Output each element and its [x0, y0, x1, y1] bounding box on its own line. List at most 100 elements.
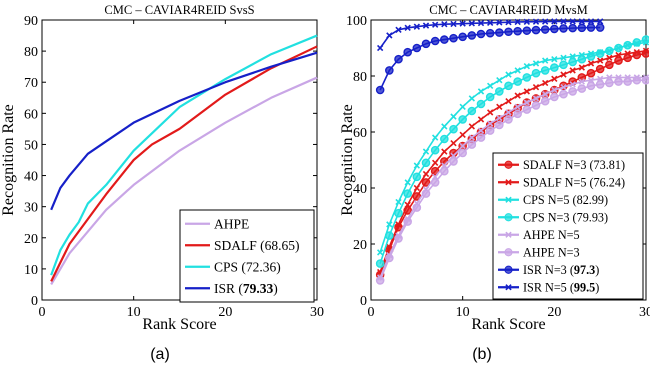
data-point — [568, 57, 577, 67]
legend-label-name: SDALF N=5 (76.24) — [523, 176, 625, 190]
data-point — [487, 19, 494, 26]
legend-label: AHPE N=3 — [523, 246, 580, 260]
data-point — [403, 47, 412, 57]
data-point — [587, 18, 595, 25]
data-point — [550, 63, 559, 72]
series-isr-n-5 — [377, 18, 604, 52]
data-point — [496, 77, 503, 84]
legend-label-close: ) — [273, 281, 278, 296]
x-tick-label: 10 — [127, 305, 141, 320]
legend-label-name: ISR N=3 ( — [523, 263, 574, 277]
data-point — [394, 208, 403, 218]
data-point — [487, 109, 494, 116]
legend: AHPE SDALF (68.65) CPS (72.36) ISR (79.33) — [179, 209, 315, 303]
data-point — [542, 79, 549, 87]
y-tick-label: 30 — [24, 201, 38, 216]
data-point — [632, 75, 642, 85]
legend: SDALF N=3 (73.81) SDALF N=5 (76.24) CPS N=… — [492, 152, 644, 300]
data-point — [615, 51, 622, 59]
data-point — [375, 259, 385, 268]
legend-label: SDALF (68.65) — [214, 238, 300, 253]
data-point — [595, 80, 605, 89]
data-point — [505, 19, 512, 26]
legend-label-name: CPS (72.36) — [214, 260, 281, 275]
legend-box — [179, 209, 315, 303]
legend-label-value: 99.5 — [574, 281, 595, 295]
data-point — [597, 18, 604, 25]
x-tick-label: 0 — [368, 305, 375, 320]
data-point — [569, 67, 576, 74]
data-point — [505, 71, 512, 78]
legend-marker — [504, 248, 513, 257]
y-axis-label: Recognition Rate — [339, 104, 356, 216]
x-tick-label: 0 — [39, 305, 46, 320]
data-point — [542, 57, 549, 64]
y-tick-label: 60 — [24, 107, 38, 122]
data-point — [522, 73, 532, 82]
data-point — [412, 203, 422, 212]
data-point — [614, 77, 623, 86]
data-point — [551, 56, 558, 63]
data-point — [375, 276, 385, 285]
data-point — [551, 86, 558, 94]
data-point — [578, 18, 585, 25]
data-point — [513, 26, 522, 36]
data-point — [632, 38, 642, 47]
legend-label: CPS (72.36) — [214, 260, 281, 275]
data-point — [467, 140, 477, 149]
legend-label-close: ) — [595, 281, 599, 295]
data-point — [403, 217, 412, 226]
legend-item: AHPE N=3 — [498, 246, 580, 260]
data-point — [578, 78, 585, 85]
data-point — [450, 113, 457, 120]
legend-label-name: ISR ( — [214, 281, 243, 296]
y-axis-label: Recognition Rate — [0, 104, 17, 216]
data-point — [412, 43, 422, 53]
y-ticks: 0 20 40 60 80 100 — [346, 14, 646, 309]
data-point — [559, 89, 568, 99]
data-point — [421, 178, 431, 187]
data-point — [542, 18, 549, 25]
data-point — [459, 20, 466, 27]
data-point — [375, 85, 385, 95]
data-point — [458, 148, 467, 158]
data-point — [551, 18, 558, 25]
data-point — [432, 159, 439, 166]
data-point — [532, 60, 540, 67]
data-point — [459, 131, 466, 138]
data-point — [568, 23, 577, 33]
data-point — [377, 249, 384, 256]
data-point — [385, 66, 394, 75]
y-tick-label: 0 — [360, 294, 367, 309]
data-point — [523, 63, 530, 70]
data-point — [559, 60, 568, 70]
data-point — [468, 134, 475, 141]
legend-item: AHPE — [185, 217, 249, 232]
data-point — [496, 103, 503, 110]
data-point — [540, 96, 550, 106]
data-point — [505, 109, 512, 116]
legend-label: AHPE N=5 — [523, 228, 580, 242]
data-point — [614, 43, 623, 53]
y-tick-label: 40 — [353, 182, 367, 197]
data-point — [422, 148, 430, 155]
legend-marker — [504, 265, 513, 274]
legend-item: AHPE N=5 — [498, 228, 580, 242]
legend-label-name: AHPE — [214, 217, 249, 232]
data-point — [560, 18, 567, 25]
data-point — [459, 103, 466, 110]
data-point — [513, 109, 522, 119]
data-point — [430, 145, 440, 155]
data-point — [523, 99, 530, 106]
y-tick-label: 90 — [24, 14, 38, 29]
data-point — [505, 98, 512, 105]
data-point — [605, 78, 614, 88]
legend-label: ISR (79.33) — [214, 281, 278, 296]
y-tick-label: 70 — [24, 76, 38, 91]
data-point — [477, 127, 485, 134]
data-point — [531, 101, 541, 110]
data-point — [522, 105, 532, 114]
x-tick-label: 20 — [218, 305, 232, 320]
data-point — [623, 40, 632, 50]
chart-title: CMC – CAVIAR4REID MvsM — [429, 3, 587, 17]
